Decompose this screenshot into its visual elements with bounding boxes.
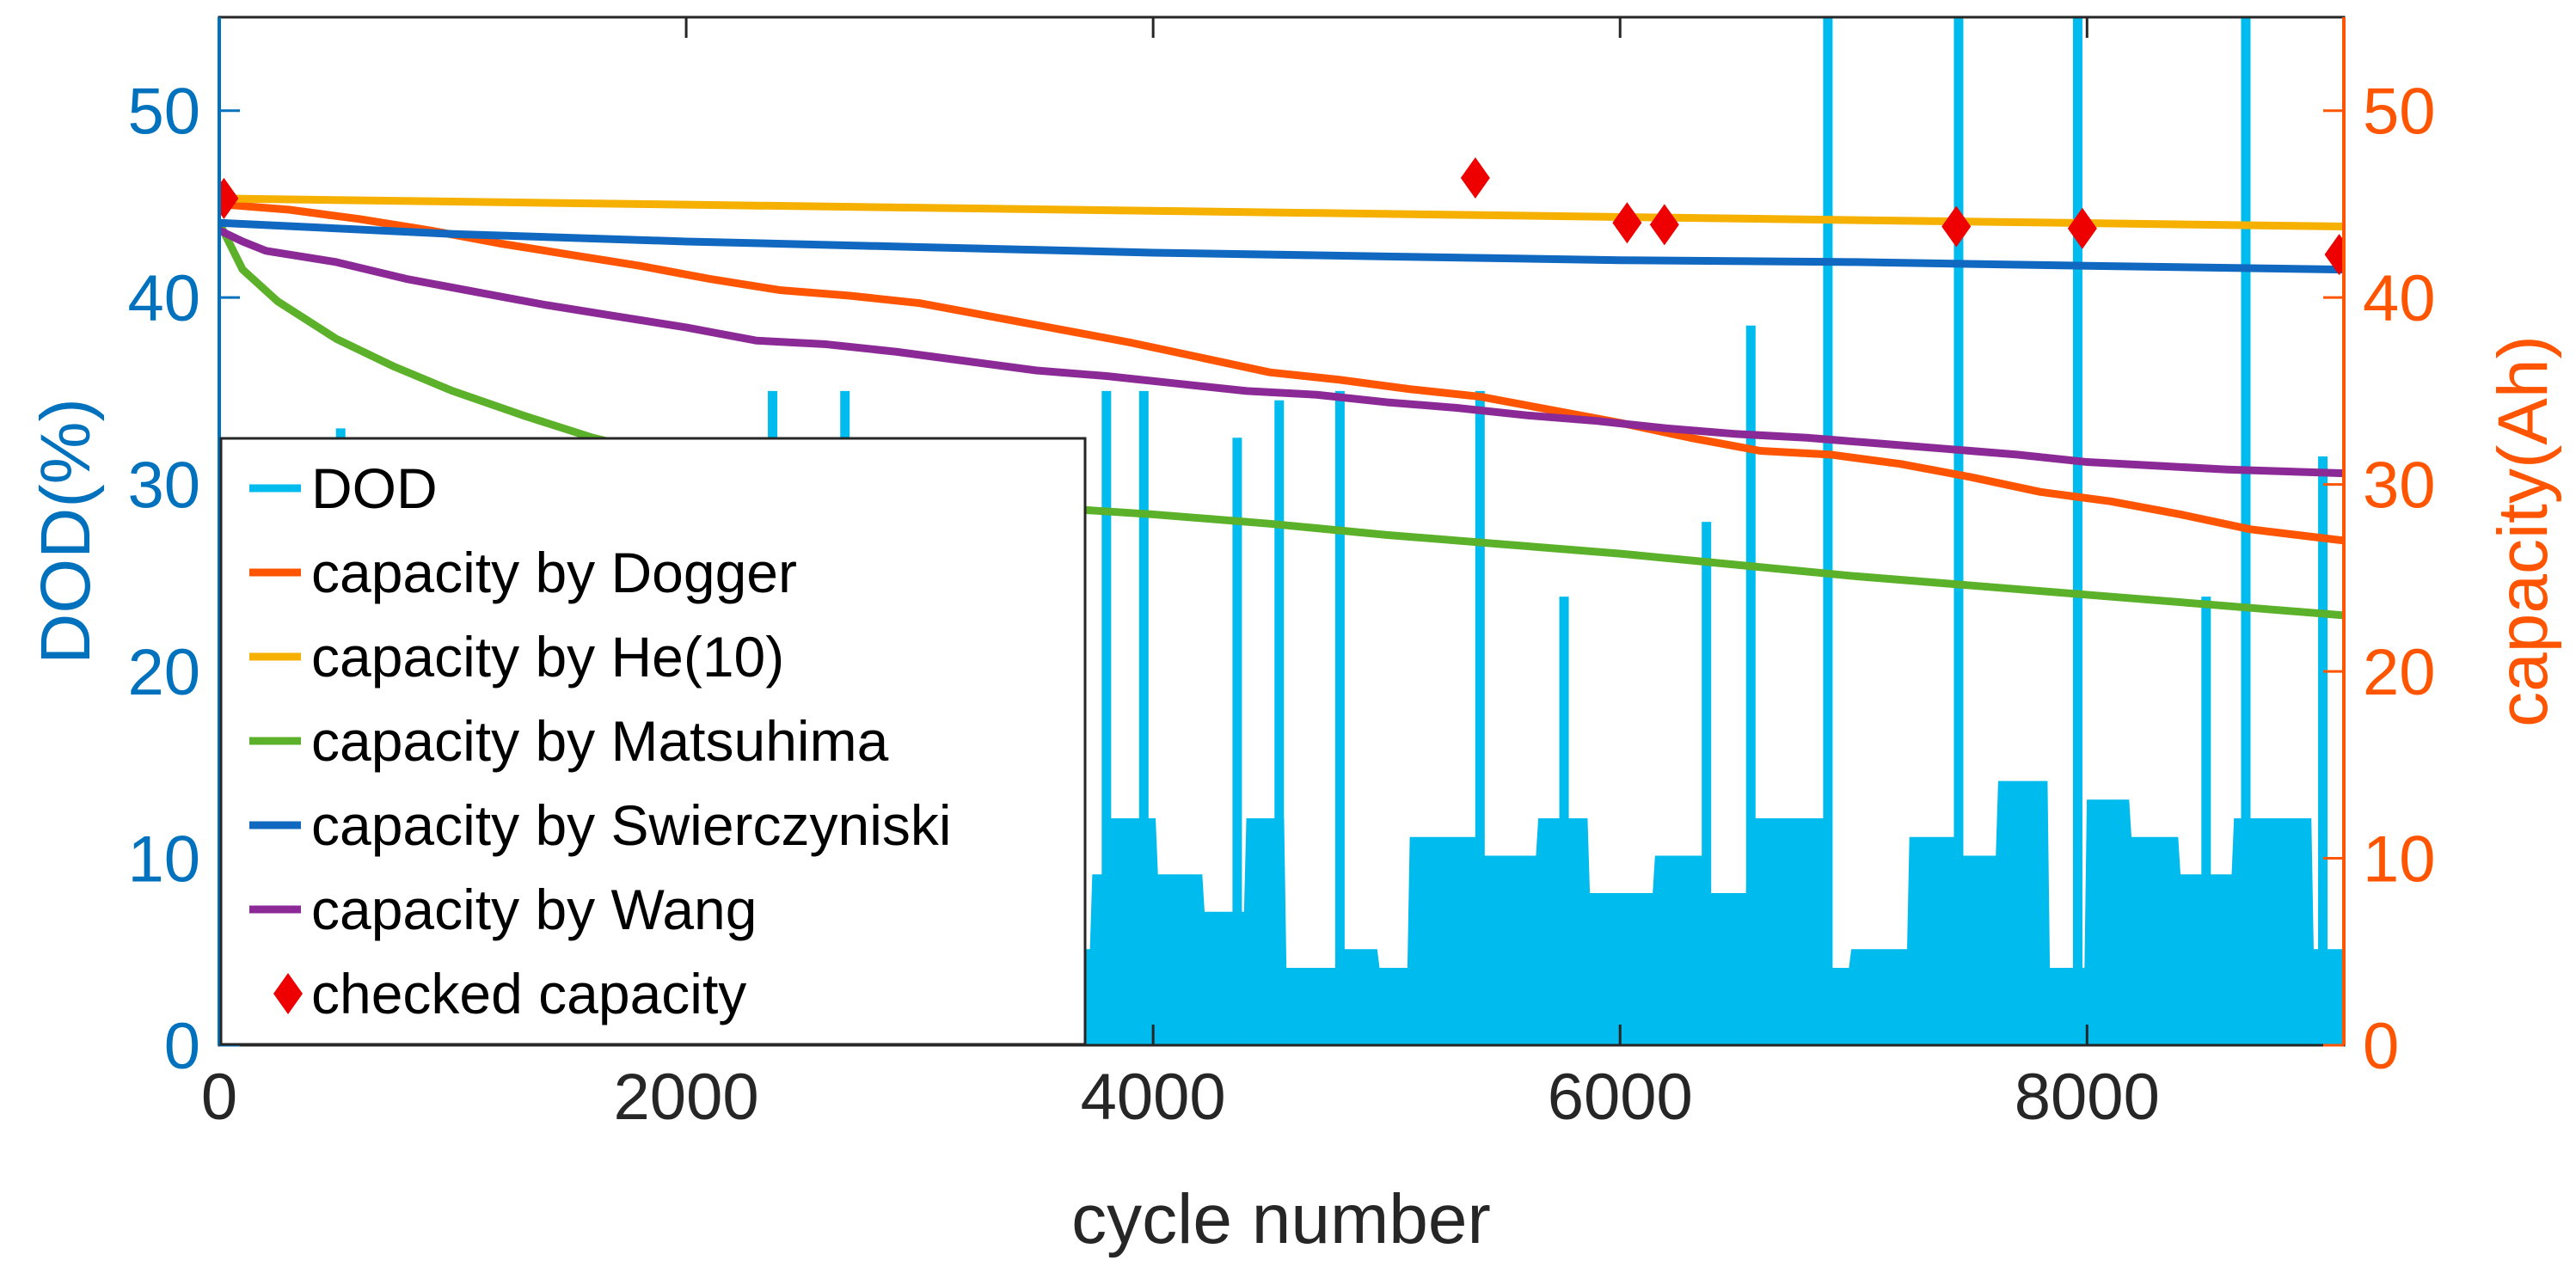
x-axis-title: cycle number: [1071, 1180, 1491, 1258]
legend: DOD capacity by Dogger capacity by He(10) c…: [219, 437, 1087, 1046]
legend-capacity-by-dogger-label: capacity by Dogger: [311, 541, 797, 604]
right-tick-label: 10: [2363, 823, 2436, 897]
legend-capacity-by-matsuhima-label: capacity by Matsuhima: [311, 709, 889, 773]
capacity-by-dogger-line: [219, 199, 2344, 545]
left-tick-label: 30: [127, 450, 200, 523]
right-tick-label: 0: [2363, 1010, 2399, 1083]
right-tick-label: 50: [2363, 76, 2436, 149]
left-axis-title: DOD(%): [27, 398, 105, 664]
x-tick-label: 4000: [1081, 1061, 1226, 1134]
legend-capacity-by-swierczyniski-label: capacity by Swierczyniski: [311, 793, 952, 857]
left-tick-label: 10: [127, 823, 200, 897]
legend-checked-capacity-marker: [273, 973, 303, 1014]
right-axis-title: capacity(Ah): [2484, 335, 2562, 727]
checked-capacity-marker: [2324, 234, 2344, 276]
left-tick-label: 40: [127, 262, 200, 335]
x-tick-label: 0: [201, 1061, 237, 1134]
checked-capacity-marker: [219, 177, 239, 219]
checked-capacity-marker: [1941, 205, 1972, 248]
legend-dod-label: DOD: [311, 456, 438, 520]
capacity-by-he-10-line: [219, 194, 2344, 231]
right-tick-label: 20: [2363, 636, 2436, 709]
legend-items: DOD capacity by Dogger capacity by He(10) c…: [249, 456, 952, 1025]
x-tick-label: 2000: [614, 1061, 759, 1134]
capacity-by-wang-line: [219, 226, 2344, 478]
legend-diamond: [273, 973, 303, 1014]
legend-checked-capacity-label: checked capacity: [311, 962, 746, 1025]
checked-capacity-marker: [1649, 204, 1679, 246]
x-tick-label: 8000: [2015, 1061, 2160, 1134]
checked-capacity-marker: [1612, 202, 1642, 244]
checked-capacity-marker: [2067, 207, 2097, 249]
tick-layer: 0 2000 4000 6000 8000 0 10 20 30 40 50 0 10 20 30 40 50: [127, 17, 2436, 1134]
right-tick-label: 30: [2363, 450, 2436, 523]
left-tick-label: 50: [127, 76, 200, 149]
legend-box: [219, 437, 1087, 1046]
legend-capacity-by-he-10-label: capacity by He(10): [311, 625, 784, 689]
legend-capacity-by-wang-label: capacity by Wang: [311, 878, 757, 941]
x-tick-label: 6000: [1548, 1061, 1693, 1134]
marker-layer: [219, 157, 2344, 276]
capacity-by-swierczyniski-line: [219, 218, 2344, 274]
left-tick-label: 0: [164, 1010, 200, 1083]
left-tick-label: 20: [127, 636, 200, 709]
right-tick-label: 40: [2363, 262, 2436, 335]
checked-capacity-series: [219, 157, 2344, 276]
checked-capacity-marker: [1460, 157, 1490, 199]
